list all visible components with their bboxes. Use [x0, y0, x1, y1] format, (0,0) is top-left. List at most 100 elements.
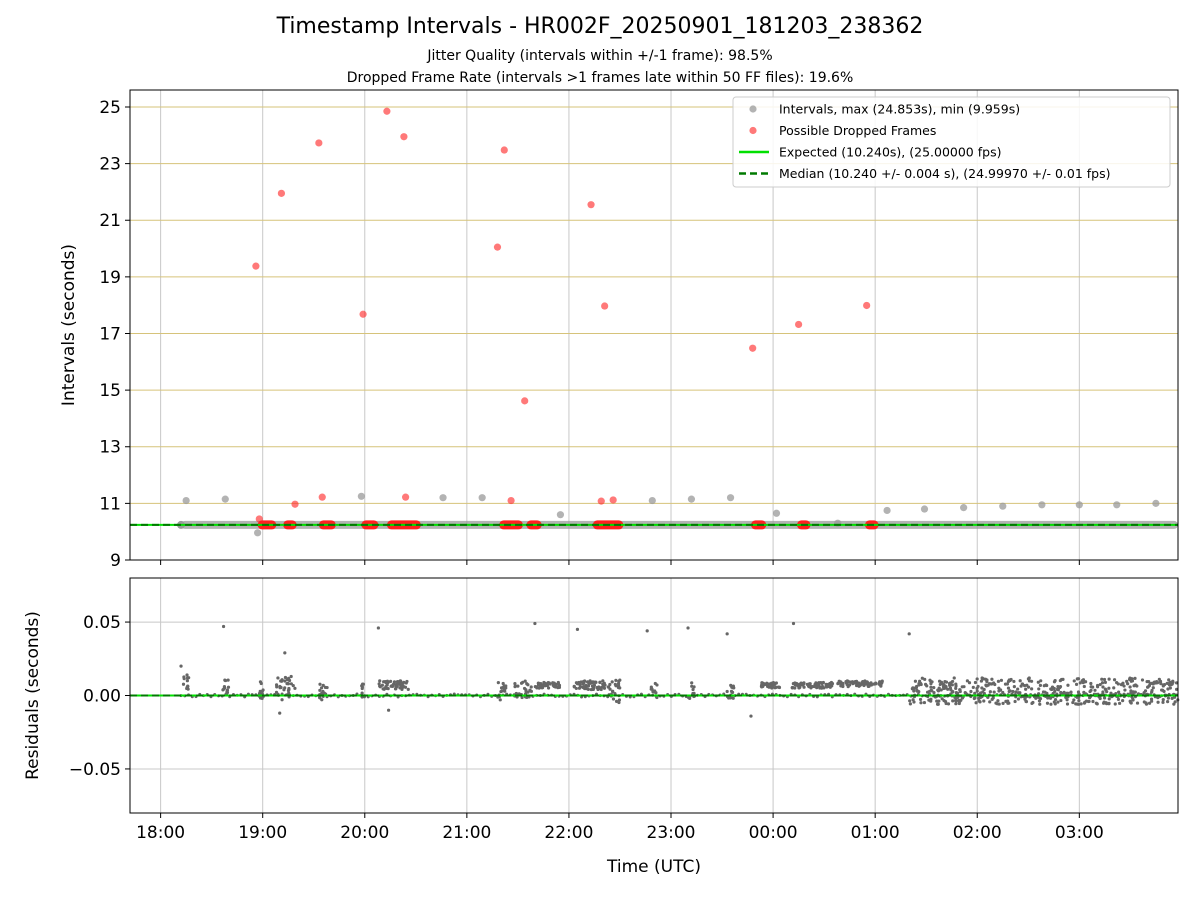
residual-point [942, 698, 946, 703]
residual-point [286, 676, 291, 680]
residual-point [1018, 679, 1022, 683]
residual-point [583, 686, 587, 691]
residual-point [999, 678, 1004, 682]
residual-point [602, 681, 606, 685]
residual-point [259, 681, 263, 686]
residual-point [1173, 700, 1177, 704]
residual-point [1093, 688, 1097, 692]
residual-point [552, 684, 556, 688]
residual-point [1167, 678, 1171, 682]
residual-point [993, 682, 997, 687]
residual-point [1078, 681, 1082, 685]
residual-point [1155, 681, 1160, 685]
residual-point [880, 679, 884, 683]
residual-point [996, 679, 1001, 683]
residual-point [1069, 690, 1073, 694]
residual-point [1065, 691, 1069, 695]
residual-point [975, 686, 979, 690]
residuals-y-tick-label: 0.05 [83, 613, 121, 633]
residual-point [1107, 697, 1111, 701]
residual-point [395, 680, 400, 684]
residual-point [979, 679, 984, 683]
residual-point [1056, 688, 1060, 692]
residual-point [973, 691, 977, 695]
residual-point [394, 687, 398, 691]
residual-point [501, 681, 505, 686]
residual-point [975, 677, 979, 681]
residual-point [551, 681, 555, 685]
residual-point [953, 698, 958, 703]
residual-point [1170, 696, 1174, 700]
dropped-frame-point [315, 139, 323, 147]
residual-point [1053, 689, 1057, 694]
residual-point [1038, 702, 1042, 706]
residual-point [1114, 691, 1118, 696]
residual-point [611, 689, 615, 693]
residual-point [1089, 681, 1093, 686]
residuals-points [179, 621, 1180, 718]
dropped-frame-point [601, 302, 609, 310]
residual-point [1006, 686, 1011, 690]
residual-point [996, 699, 1000, 703]
residual-point [323, 692, 327, 696]
interval-point [1113, 501, 1121, 509]
residual-point [1162, 689, 1166, 693]
residual-point [318, 688, 322, 692]
residual-point [1107, 686, 1111, 690]
interval-point [439, 494, 447, 502]
residual-point [1009, 677, 1013, 682]
residual-point [1053, 697, 1058, 702]
residual-point [513, 681, 517, 686]
residual-point [378, 679, 382, 683]
residual-point [502, 687, 506, 692]
residual-point [1005, 682, 1010, 686]
residual-point [1107, 701, 1111, 705]
residual-point [614, 699, 619, 703]
residual-point [986, 695, 990, 699]
residual-point [861, 680, 865, 684]
residual-point [516, 684, 520, 688]
intervals-y-tick-label: 9 [110, 551, 121, 571]
interval-point [883, 506, 891, 515]
residual-point [1061, 677, 1065, 681]
residual-point [810, 684, 814, 689]
residual-point [856, 681, 860, 686]
residual-point [1006, 701, 1010, 705]
residual-point [1128, 685, 1132, 689]
residual-point [837, 679, 841, 683]
residual-point [578, 684, 582, 689]
residual-point [1166, 687, 1170, 691]
residual-point [776, 685, 780, 689]
residual-point [538, 684, 542, 688]
residual-point [760, 684, 764, 688]
legend-marker-dropped [749, 126, 757, 135]
interval-point [999, 502, 1007, 510]
residual-point [1008, 689, 1012, 693]
residual-point [1053, 702, 1057, 706]
residual-point [1062, 690, 1066, 694]
residual-point [1147, 680, 1151, 684]
residual-point [617, 679, 621, 683]
intervals-y-tick-label: 17 [99, 324, 121, 344]
residual-point [378, 685, 382, 689]
x-axis-label: Time (UTC) [606, 857, 701, 877]
residual-point [651, 689, 655, 693]
residual-point [226, 685, 231, 689]
residual-point [1102, 696, 1107, 700]
residual-point [992, 690, 996, 694]
residual-point [763, 682, 767, 686]
residual-point [1161, 683, 1165, 687]
residual-point [1113, 702, 1117, 706]
residual-point [908, 699, 912, 703]
dropped-frame-point [318, 493, 326, 501]
residual-point [929, 685, 933, 689]
residual-point [283, 675, 288, 680]
residual-point [581, 680, 585, 684]
residual-point [951, 690, 955, 694]
residual-point [1161, 698, 1165, 702]
residual-point [282, 688, 286, 692]
dropped-frame-point [863, 301, 871, 310]
residual-point [725, 689, 729, 694]
chart-subtitle-dropped: Dropped Frame Rate (intervals >1 frames … [346, 70, 854, 86]
